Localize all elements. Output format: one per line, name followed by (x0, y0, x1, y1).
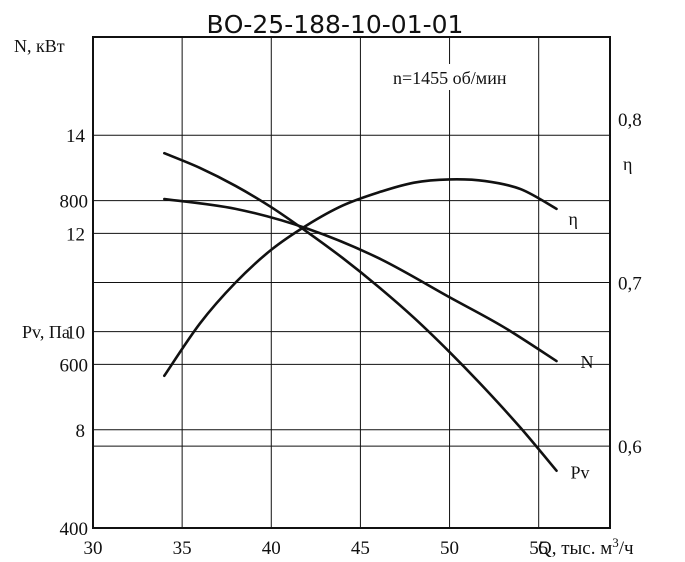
n-tick-label: 8 (76, 421, 86, 442)
n-series-label: N (581, 352, 594, 372)
eta-tick-label: 0,8 (618, 110, 642, 131)
x-tick-label: 45 (351, 538, 370, 559)
x-tick-label: 55 (529, 538, 548, 559)
pv-curve (163, 151, 558, 473)
curves: Nη Pv (163, 151, 594, 483)
x-axis-label: Q, тыс. м3/ч (538, 535, 634, 559)
n-tick-label: 10 (66, 323, 85, 344)
pv-axis-label: Pv, Па (22, 322, 70, 342)
annotation-bg (388, 64, 536, 90)
x-tick-label: 50 (440, 538, 459, 559)
eta-curve (163, 178, 558, 378)
x-tick-label: 40 (262, 538, 281, 559)
eta-axis-label: η (623, 154, 632, 174)
pv-tick-label: 600 (60, 355, 89, 376)
x-tick-label: 35 (173, 538, 192, 559)
n-tick-label: 14 (66, 126, 86, 147)
chart-title: ВО-25-188-10-01-01 (207, 10, 464, 39)
n-tick-label: 12 (66, 224, 85, 245)
eta-tick-label: 0,7 (618, 274, 642, 295)
pv-tick-label: 800 (60, 192, 89, 213)
speed-annotation: n=1455 об/мин (393, 68, 507, 88)
n-axis-label: N, кВт (14, 36, 65, 56)
x-tick-label: 30 (84, 538, 103, 559)
plot-frame (92, 36, 611, 529)
tick-labels: 30 35 40 45 50 55 8 10 12 14 400 600 800 0,6 0,7 0,8 (60, 110, 642, 559)
grid (93, 37, 610, 528)
n-curve (163, 197, 558, 363)
pv-series-label: Pv (571, 463, 590, 483)
eta-series-label: η (569, 209, 578, 229)
eta-tick-label: 0,6 (618, 437, 642, 458)
pv-tick-label: 400 (60, 519, 89, 540)
